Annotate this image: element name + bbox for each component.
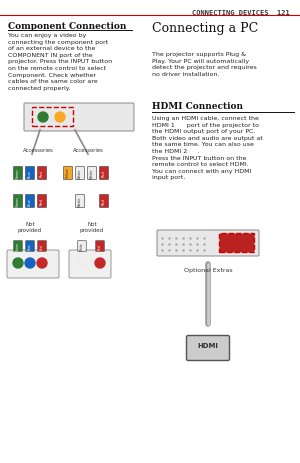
Text: You can enjoy a video by
connecting the component port
of an external device to : You can enjoy a video by connecting the … — [8, 33, 112, 91]
FancyBboxPatch shape — [69, 250, 111, 278]
FancyBboxPatch shape — [220, 234, 254, 253]
Text: Accessories: Accessories — [22, 148, 53, 153]
Text: HDMI Connection: HDMI Connection — [152, 102, 243, 111]
Text: Green: Green — [16, 242, 20, 251]
FancyBboxPatch shape — [88, 167, 97, 180]
Text: Yellow: Yellow — [66, 168, 70, 179]
Text: HDMI: HDMI — [198, 342, 218, 348]
Text: Red: Red — [102, 198, 106, 205]
Text: CONNECTING DEVICES  121: CONNECTING DEVICES 121 — [192, 10, 290, 16]
FancyBboxPatch shape — [7, 250, 59, 278]
FancyBboxPatch shape — [14, 241, 22, 252]
Circle shape — [13, 258, 23, 269]
FancyBboxPatch shape — [76, 195, 85, 208]
FancyBboxPatch shape — [187, 336, 230, 361]
FancyBboxPatch shape — [38, 195, 46, 208]
Text: Green: Green — [16, 169, 20, 179]
Circle shape — [38, 113, 48, 123]
Text: Red: Red — [98, 244, 102, 249]
FancyBboxPatch shape — [78, 241, 86, 252]
Text: Red: Red — [40, 198, 44, 205]
Text: White: White — [78, 196, 82, 207]
FancyBboxPatch shape — [14, 195, 22, 208]
Text: Accessories: Accessories — [73, 148, 103, 153]
Text: Connecting a PC: Connecting a PC — [152, 22, 258, 35]
FancyBboxPatch shape — [100, 167, 109, 180]
Circle shape — [55, 113, 65, 123]
FancyBboxPatch shape — [38, 241, 46, 252]
Text: The projector supports Plug &
Play. Your PC will automatically
detect the projec: The projector supports Plug & Play. Your… — [152, 52, 257, 77]
FancyBboxPatch shape — [38, 167, 46, 180]
Text: White: White — [80, 242, 84, 251]
Text: Green: Green — [16, 196, 20, 207]
Text: Blue: Blue — [28, 243, 32, 250]
FancyBboxPatch shape — [76, 167, 85, 180]
Text: Red: Red — [40, 170, 44, 177]
Text: Not
provided: Not provided — [18, 221, 42, 233]
Text: White: White — [90, 169, 94, 179]
FancyBboxPatch shape — [26, 241, 34, 252]
FancyBboxPatch shape — [26, 195, 34, 208]
Text: Component Connection: Component Connection — [8, 22, 126, 31]
FancyBboxPatch shape — [96, 241, 104, 252]
Circle shape — [37, 258, 47, 269]
FancyBboxPatch shape — [157, 231, 259, 257]
Text: White: White — [78, 169, 82, 179]
Text: Red: Red — [102, 170, 106, 177]
Text: Using an HDMI cable, connect the
HDMI 1      port of the projector to
the HDMI o: Using an HDMI cable, connect the HDMI 1 … — [152, 116, 263, 180]
Circle shape — [95, 258, 105, 269]
Circle shape — [25, 258, 35, 269]
Text: Red: Red — [40, 244, 44, 249]
FancyBboxPatch shape — [64, 167, 73, 180]
FancyBboxPatch shape — [100, 195, 109, 208]
FancyBboxPatch shape — [24, 104, 134, 131]
Text: Not
provided: Not provided — [80, 221, 104, 233]
Circle shape — [77, 258, 87, 269]
Text: Blue: Blue — [28, 198, 32, 206]
Text: Optional Extras: Optional Extras — [184, 268, 232, 272]
FancyBboxPatch shape — [14, 167, 22, 180]
FancyBboxPatch shape — [26, 167, 34, 180]
Text: Blue: Blue — [28, 170, 32, 177]
